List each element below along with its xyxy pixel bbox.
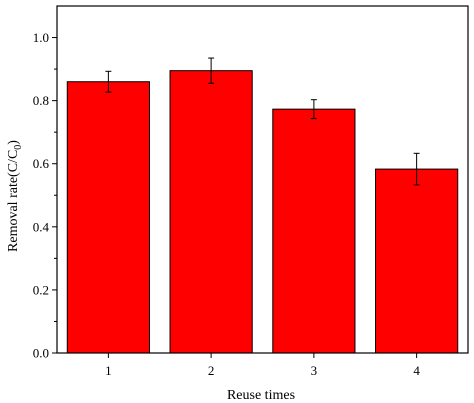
bar-2 — [169, 70, 253, 354]
x-tick-label-2: 2 — [208, 363, 215, 378]
y-tick-label-0.6: 0.6 — [33, 156, 50, 171]
bar-3 — [272, 108, 356, 354]
y-tick-label-0.8: 0.8 — [33, 93, 49, 108]
y-axis-label-main: Removal rate(C/C — [6, 150, 21, 252]
y-tick-label-1.0: 1.0 — [33, 30, 49, 45]
y-axis-label: Removal rate(C/C0) — [6, 140, 24, 252]
x-axis-label: Reuse times — [227, 388, 295, 403]
plot-frame — [56, 5, 469, 354]
y-tick-label-0.0: 0.0 — [33, 346, 49, 361]
y-axis-label-subscript: 0 — [13, 145, 24, 150]
y-axis-label-close: ) — [6, 140, 21, 145]
plot-area: 1 2 3 4 0.0 0.2 0.4 0.6 0.8 1.0 — [33, 5, 469, 378]
x-tick-label-4: 4 — [413, 363, 420, 378]
y-tick-label-0.4: 0.4 — [33, 219, 50, 234]
x-tick-label-3: 3 — [311, 363, 318, 378]
bar-4 — [375, 168, 459, 354]
x-tick-label-1: 1 — [105, 363, 112, 378]
y-tick-label-0.2: 0.2 — [33, 282, 49, 297]
bar-1 — [66, 81, 150, 354]
